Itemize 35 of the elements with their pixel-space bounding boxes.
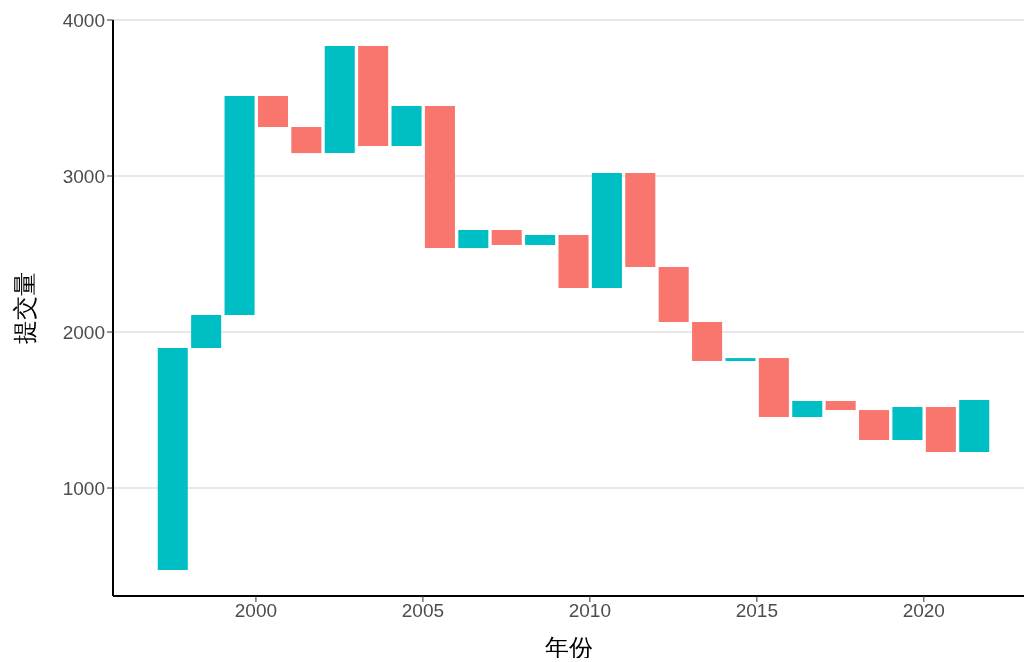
bar xyxy=(825,400,856,411)
bar xyxy=(959,400,990,452)
y-tick-label: 3000 xyxy=(62,165,105,187)
bar xyxy=(625,173,656,267)
y-tick-label: 4000 xyxy=(62,9,105,31)
y-tick-label: 1000 xyxy=(62,477,105,499)
bar xyxy=(925,407,956,452)
bar xyxy=(892,407,923,440)
bar xyxy=(491,229,522,245)
bar xyxy=(191,315,222,349)
bar xyxy=(758,358,789,418)
x-tick-label: 2005 xyxy=(401,600,445,622)
x-tick-label: 2000 xyxy=(234,600,278,622)
y-axis-title: 提交量 xyxy=(10,272,38,344)
bar xyxy=(324,46,355,154)
bar xyxy=(658,266,689,323)
bar xyxy=(291,127,322,154)
y-tick-label: 2000 xyxy=(62,321,105,343)
x-tick-label: 2015 xyxy=(735,600,778,622)
bar xyxy=(525,234,556,245)
bar xyxy=(558,234,589,289)
bar xyxy=(424,105,455,249)
bar xyxy=(792,400,823,418)
bar xyxy=(591,173,622,289)
x-tick-label: 2020 xyxy=(902,600,945,622)
bar xyxy=(391,105,422,147)
bar xyxy=(224,95,255,316)
bar xyxy=(257,95,288,128)
bar xyxy=(692,322,723,362)
x-tick-label: 2010 xyxy=(568,600,612,622)
bar xyxy=(157,348,188,571)
bar xyxy=(358,46,389,147)
bar xyxy=(458,229,489,249)
bar xyxy=(859,410,890,440)
bar xyxy=(725,358,756,362)
